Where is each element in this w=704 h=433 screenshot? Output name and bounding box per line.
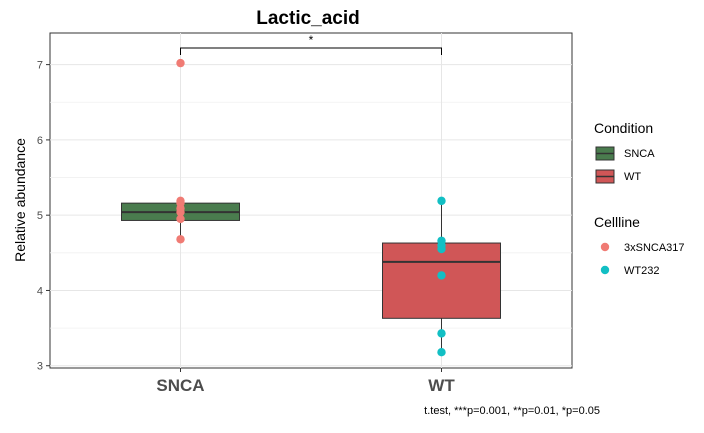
data-point (437, 347, 446, 357)
y-axis-title: Relative abundance (12, 138, 28, 262)
legend-key-point (600, 242, 610, 252)
significance-bracket: * (180, 33, 442, 56)
y-tick-label: 4 (37, 285, 43, 297)
legend-label: WT (624, 171, 641, 183)
points (176, 58, 446, 357)
x-tick-label: SNCA (156, 376, 204, 395)
legend-title: Condition (594, 120, 653, 136)
data-point (437, 244, 446, 254)
y-tick-label: 3 (37, 361, 43, 373)
y-tick-label: 7 (37, 60, 43, 72)
legend-label: 3xSNCA317 (624, 242, 685, 254)
data-point (176, 207, 185, 217)
legend-key-point (600, 265, 610, 275)
legend: Condition SNCA WT Cellline 3xSNCA317 WT232 (594, 120, 685, 277)
x-tick-label: WT (428, 376, 455, 395)
y-axis: 3 4 5 6 7 (37, 60, 50, 373)
y-tick-label: 6 (37, 135, 43, 147)
legend-label: WT232 (624, 265, 659, 277)
significance-label: * (309, 33, 314, 47)
box-wt (382, 242, 501, 319)
data-point (437, 329, 446, 338)
chart-title: Lactic_acid (256, 8, 360, 29)
data-point (437, 196, 446, 206)
caption: t.test, ***p=0.001, **p=0.01, *p=0.05 (424, 405, 600, 417)
data-point (437, 271, 446, 280)
data-point (176, 214, 185, 224)
data-point (176, 235, 185, 244)
legend-label: SNCA (624, 148, 655, 160)
data-point (176, 58, 185, 68)
x-axis: SNCA WT (156, 368, 455, 395)
y-tick-label: 5 (37, 210, 43, 222)
legend-title: Cellline (594, 214, 640, 230)
bracket-line (180, 47, 442, 56)
